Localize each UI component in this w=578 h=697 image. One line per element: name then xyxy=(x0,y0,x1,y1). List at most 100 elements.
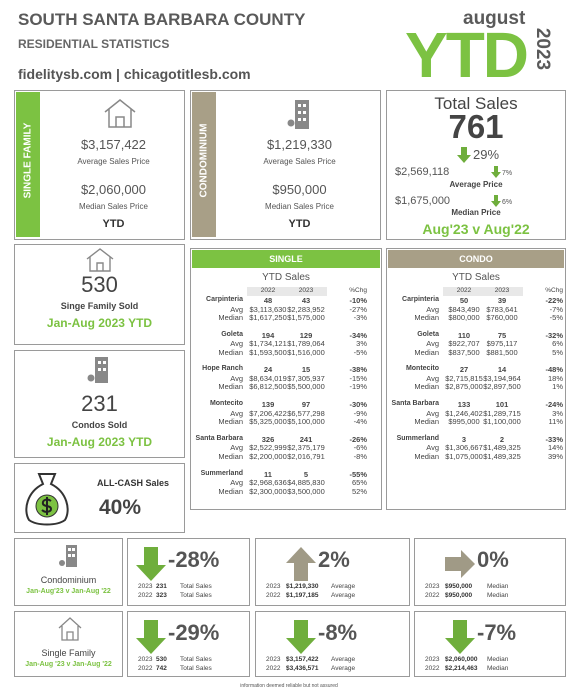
cell: 97 xyxy=(301,400,311,410)
row-label: Avg xyxy=(230,408,243,418)
total-median-change: 6% xyxy=(502,199,513,206)
building-icon xyxy=(59,545,77,567)
cell: 2 xyxy=(499,434,505,444)
cell: $800,000 xyxy=(448,313,480,322)
arrow-down xyxy=(457,147,471,163)
year: 2022 xyxy=(266,592,281,599)
area-name: Santa Barbara xyxy=(391,400,439,408)
cell: $783,641 xyxy=(486,304,518,314)
arrow-down xyxy=(136,620,166,654)
condo-band xyxy=(192,92,216,237)
sf-sold-label: Singe Family Sold xyxy=(60,301,139,311)
value-label: Median xyxy=(487,656,509,663)
building-icon xyxy=(57,543,83,574)
cell: -22% xyxy=(545,296,563,305)
house-icon xyxy=(58,617,82,641)
row-label: Median xyxy=(218,451,243,461)
cell: 24 xyxy=(263,365,273,375)
change: 2% xyxy=(318,547,350,572)
row-label: Avg xyxy=(426,304,439,314)
cell: -27% xyxy=(349,304,367,314)
cell: 3% xyxy=(356,339,367,349)
value-label: Average xyxy=(331,665,356,672)
total-avg: $2,569,118 xyxy=(395,166,450,178)
cell: $2,283,952 xyxy=(287,304,325,314)
cell: $1,246,402 xyxy=(445,408,483,418)
comparison-label: Condominium xyxy=(40,575,97,585)
row-label: Median xyxy=(414,347,439,357)
column-header: 2022 xyxy=(456,287,472,294)
sf-period: YTD xyxy=(102,218,125,230)
total-comparison: Aug'23 v Aug'22 xyxy=(422,221,530,237)
area-name: Goleta xyxy=(417,330,439,338)
cell: $2,016,791 xyxy=(287,451,325,461)
cell: $2,968,636 xyxy=(249,478,287,487)
subtitle: RESIDENTIAL STATISTICS xyxy=(18,37,170,51)
cell: 39% xyxy=(547,451,563,461)
cell: -48% xyxy=(545,365,563,375)
row-label: Avg xyxy=(230,304,243,314)
sf-sold-panel: 530 Singe Family Sold Jan-Aug 2023 YTD xyxy=(14,244,185,345)
arrow-down xyxy=(286,620,316,659)
cell: -19% xyxy=(349,382,367,392)
change: -28% xyxy=(168,547,220,572)
area-name: Montecito xyxy=(209,400,243,408)
row-label: Median xyxy=(414,417,439,427)
cell: $1,593,500 xyxy=(249,347,287,357)
value-label: Total Sales xyxy=(180,592,212,599)
total-avg-change: 7% xyxy=(502,170,513,177)
change: 0% xyxy=(477,547,509,572)
arrow-right xyxy=(445,547,475,586)
cell: $1,734,121 xyxy=(249,339,287,349)
value: $3,436,571 xyxy=(286,665,319,672)
cell: $975,117 xyxy=(486,339,518,349)
cell: 14 xyxy=(497,365,507,375)
cell: 48 xyxy=(263,296,273,305)
cell: -6% xyxy=(353,443,367,453)
sf-sold-value: 530 xyxy=(81,272,118,297)
cell: 129 xyxy=(299,330,313,340)
value: $3,157,422 xyxy=(286,656,319,663)
comparison-cell: 2% 2023 $1,219,330 Average 2022 $1,197,185 Ave… xyxy=(255,538,410,606)
value-label: Average xyxy=(331,656,356,663)
all-cash-value: 40% xyxy=(99,496,142,519)
condo-median-label: Median Sales Price xyxy=(265,202,334,211)
total-median-label: Median Price xyxy=(451,208,501,217)
area-name: Carpinteria xyxy=(206,296,243,303)
total-median: $1,675,000 xyxy=(395,195,451,207)
total-title: Total Sales xyxy=(434,94,518,113)
cell: -15% xyxy=(349,373,367,383)
comparison-period: Jan-Aug '23 v Jan-Aug '22 xyxy=(25,661,112,668)
cell: $7,305,937 xyxy=(287,373,325,383)
month: august xyxy=(463,8,526,29)
cell: -32% xyxy=(545,330,563,340)
arrow-down xyxy=(136,547,166,586)
cell: $7,206,422 xyxy=(249,408,287,418)
comparison-cell: -8% 2023 $3,157,422 Average 2022 $3,436,571 Av… xyxy=(255,611,410,677)
cell: -9% xyxy=(353,408,367,418)
comparison-cell: -7% 2023 $2,060,000 Median 2022 $2,214,463 Med… xyxy=(414,611,566,677)
cell: $3,194,964 xyxy=(483,373,521,383)
cell: $1,516,000 xyxy=(287,347,325,357)
arrow-down xyxy=(445,620,475,659)
year: 2022 xyxy=(425,665,440,672)
cell: $2,522,999 xyxy=(249,443,287,453)
cell: $1,289,715 xyxy=(483,408,521,418)
cell: $1,489,325 xyxy=(483,443,521,453)
area-name: Hope Ranch xyxy=(202,365,243,373)
cell: -3% xyxy=(353,313,367,322)
websites: fidelitysb.com | chicagotitlesb.com xyxy=(18,66,251,82)
cell: 3% xyxy=(552,408,563,418)
arrow-down xyxy=(445,620,475,654)
value: 742 xyxy=(156,665,167,672)
year: 2023 xyxy=(266,656,281,663)
sf-label: SINGLE FAMILY xyxy=(22,122,34,199)
cell: 43 xyxy=(301,296,311,305)
cell: $1,789,064 xyxy=(287,339,325,349)
year: 2023 xyxy=(425,583,440,590)
row-label: Avg xyxy=(230,373,243,383)
column-band xyxy=(443,287,523,296)
sf-median: $2,060,000 xyxy=(80,182,147,197)
cell: $1,575,000 xyxy=(287,313,325,322)
